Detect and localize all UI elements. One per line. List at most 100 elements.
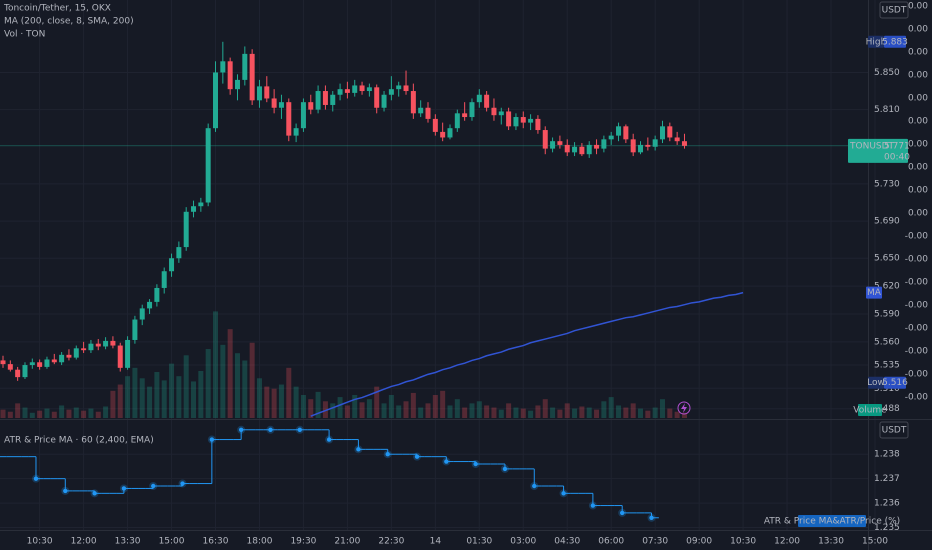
volume-bar <box>667 408 673 418</box>
candle-body <box>125 339 131 368</box>
low-label: Low <box>867 378 885 388</box>
x-tick-label: 21:00 <box>334 537 360 547</box>
unit-box[interactable] <box>879 421 909 439</box>
y-tick-label: 5.850 <box>874 68 900 78</box>
volume-bar <box>572 408 578 418</box>
step-dot <box>502 466 508 472</box>
volume-bar <box>396 405 402 418</box>
alert-icon[interactable] <box>677 401 691 415</box>
volume-bar <box>191 381 197 418</box>
scale-label: -0.00 <box>905 301 929 311</box>
step-dot <box>92 491 97 496</box>
step-dot <box>297 427 302 432</box>
candle-body <box>462 113 468 118</box>
scale-label: -0.00 <box>905 347 929 357</box>
high-label-bg <box>868 35 884 48</box>
last-price: 5.771 <box>884 141 910 151</box>
step-dot <box>238 427 244 432</box>
candle-body <box>37 362 43 367</box>
candle-body <box>147 301 153 309</box>
candle-body <box>623 126 629 140</box>
volume-bar <box>425 403 431 418</box>
candle-body <box>59 354 65 363</box>
candle-body <box>491 107 497 116</box>
candle-body <box>88 343 94 351</box>
ma-badge-bg <box>866 286 882 299</box>
candle-body <box>213 72 219 129</box>
candle-body <box>249 53 255 101</box>
candle-body <box>667 126 673 138</box>
candle-body <box>528 118 534 123</box>
volume-bar <box>498 409 504 418</box>
candle-body <box>73 348 79 358</box>
volume-bar <box>249 342 255 418</box>
volume-bar <box>308 399 314 418</box>
volume-bar <box>81 410 87 418</box>
step-dot <box>532 483 537 489</box>
candle-body <box>520 117 526 123</box>
volume-bar <box>161 380 167 418</box>
candle-body <box>681 141 687 146</box>
candle-body <box>645 144 651 147</box>
candle-body <box>469 102 475 118</box>
volume-bar <box>674 411 680 418</box>
indicator-title: ATR & Price MA · 60 (2,400, EMA) <box>4 436 154 446</box>
candle-body <box>659 126 665 140</box>
candle-body <box>396 85 402 90</box>
volume-bar <box>59 405 65 418</box>
candle-body <box>579 146 585 155</box>
y-tick-label: 1.235 <box>874 523 900 533</box>
candle-body <box>352 85 358 93</box>
step-dot <box>209 437 215 442</box>
y-tick-label: 5.590 <box>874 309 900 319</box>
scale-label: 0.00 <box>908 163 928 173</box>
candle-body <box>176 247 182 259</box>
y-tick-label: 5.730 <box>874 179 900 189</box>
volume-bar <box>374 386 380 418</box>
volume-bar <box>337 397 343 418</box>
volume-bar <box>73 407 79 418</box>
step-dot <box>414 454 420 459</box>
volume-bar <box>366 399 372 418</box>
candle-body <box>535 118 541 131</box>
last-price-bg <box>848 138 908 163</box>
y-tick-label: 5.510 <box>874 384 900 394</box>
candle-body <box>234 79 240 90</box>
volume-bar <box>183 355 189 418</box>
candle-body <box>638 144 644 153</box>
volume-badge-bg <box>858 404 882 416</box>
candle-body <box>29 362 35 366</box>
x-tick-label: 12:00 <box>774 537 800 547</box>
candle-body <box>286 102 292 136</box>
volume-bar <box>542 399 548 418</box>
candle-body <box>484 94 490 108</box>
candle-body <box>454 113 460 129</box>
high-label: High <box>866 37 887 47</box>
volume-bar <box>7 411 13 418</box>
volume-bar <box>491 407 497 418</box>
volume-bar <box>513 407 519 418</box>
chart-title: Toncoin/Tether, 15, OKX <box>3 4 111 14</box>
volume-bar <box>535 405 541 418</box>
scale-label: 0.00 <box>908 94 928 104</box>
volume-bar <box>103 406 109 418</box>
scale-label: 0.00 <box>908 117 928 127</box>
axis-unit: USDT <box>882 6 907 16</box>
x-tick-label: 15:00 <box>862 537 888 547</box>
candle-body <box>117 345 123 368</box>
step-dot <box>561 491 566 496</box>
candle-body <box>95 343 101 347</box>
candle-body <box>366 87 372 92</box>
step-dot <box>649 515 654 520</box>
candle-body <box>440 131 446 138</box>
volume-bar <box>469 403 475 418</box>
candle-body <box>139 308 145 320</box>
volume-bar <box>681 412 687 418</box>
candle-body <box>601 139 607 149</box>
volume-bar <box>213 311 219 418</box>
volume-bar <box>410 392 416 418</box>
unit-box[interactable] <box>879 1 909 19</box>
candle-body <box>674 137 680 142</box>
volume-bar <box>176 376 182 418</box>
